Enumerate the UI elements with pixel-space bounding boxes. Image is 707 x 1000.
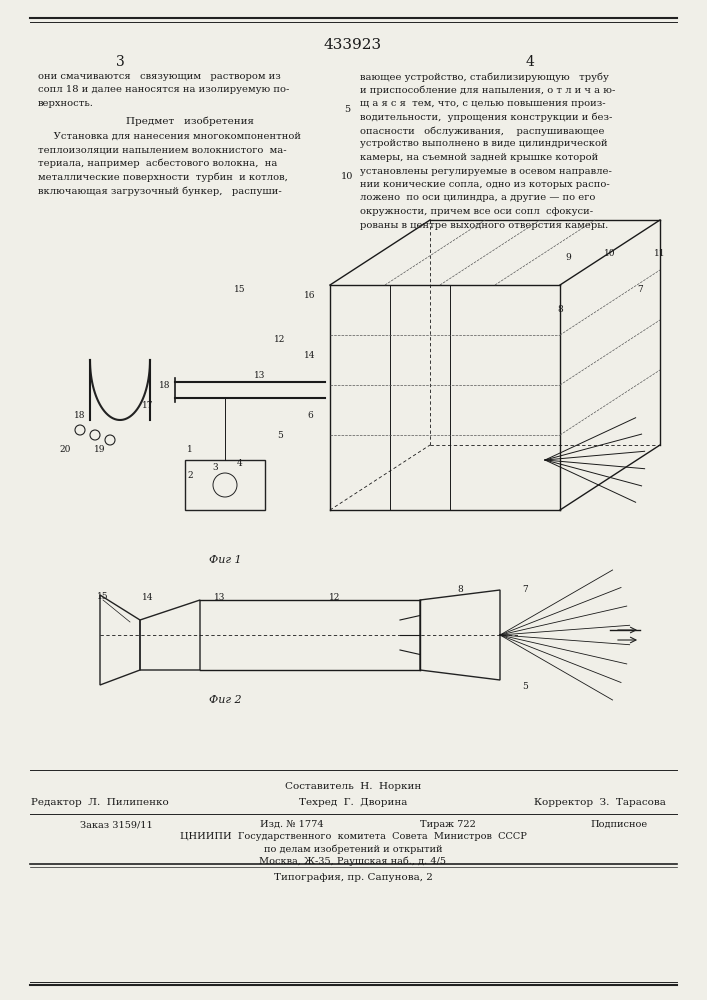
Text: Заказ 3159/11: Заказ 3159/11 xyxy=(80,820,153,829)
Text: 6: 6 xyxy=(307,410,313,420)
Text: Техред  Г.  Дворина: Техред Г. Дворина xyxy=(299,798,407,807)
Text: 15: 15 xyxy=(234,286,246,294)
Text: Тираж 722: Тираж 722 xyxy=(420,820,476,829)
Text: опасности   обслуживания,    распушивающее: опасности обслуживания, распушивающее xyxy=(360,126,604,135)
Text: рованы в центре выходного отверстия камеры.: рованы в центре выходного отверстия каме… xyxy=(360,221,608,230)
Text: Корректор  З.  Тарасова: Корректор З. Тарасова xyxy=(534,798,666,807)
Text: 16: 16 xyxy=(304,290,316,300)
Text: камеры, на съемной задней крышке которой: камеры, на съемной задней крышке которой xyxy=(360,153,598,162)
Text: включающая загрузочный бункер,   распуши-: включающая загрузочный бункер, распуши- xyxy=(38,186,282,196)
Text: 433923: 433923 xyxy=(324,38,382,52)
Text: 4: 4 xyxy=(237,458,243,468)
Bar xyxy=(185,460,265,510)
Text: 10: 10 xyxy=(341,172,354,181)
Text: 2: 2 xyxy=(187,471,193,480)
Text: 1: 1 xyxy=(187,446,193,454)
Text: 14: 14 xyxy=(304,351,316,360)
Text: 8: 8 xyxy=(457,585,463,594)
Text: 3: 3 xyxy=(116,55,124,69)
Text: окружности, причем все оси сопл  сфокуси-: окружности, причем все оси сопл сфокуси- xyxy=(360,207,593,216)
Text: 10: 10 xyxy=(604,248,616,257)
Text: металлические поверхности  турбин  и котлов,: металлические поверхности турбин и котло… xyxy=(38,172,288,182)
Text: 12: 12 xyxy=(274,336,286,344)
Text: Составитель  Н.  Норкин: Составитель Н. Норкин xyxy=(285,782,421,791)
Text: 13: 13 xyxy=(214,593,226,602)
Text: 5: 5 xyxy=(277,430,283,440)
Text: они смачиваются   связующим   раствором из: они смачиваются связующим раствором из xyxy=(38,72,281,81)
Text: териала, например  асбестового волокна,  на: териала, например асбестового волокна, н… xyxy=(38,159,277,168)
Text: 9: 9 xyxy=(565,253,571,262)
Text: 8: 8 xyxy=(557,306,563,314)
Text: Фиг 1: Фиг 1 xyxy=(209,555,241,565)
Text: 20: 20 xyxy=(59,446,71,454)
Text: 3: 3 xyxy=(212,464,218,473)
Text: 18: 18 xyxy=(159,380,171,389)
Text: Типография, пр. Сапунова, 2: Типография, пр. Сапунова, 2 xyxy=(274,873,433,882)
Text: Подписное: Подписное xyxy=(590,820,647,829)
Text: 17: 17 xyxy=(142,400,153,410)
Text: 4: 4 xyxy=(525,55,534,69)
Text: 19: 19 xyxy=(94,446,106,454)
Text: теплоизоляции напылением волокнистого  ма-: теплоизоляции напылением волокнистого ма… xyxy=(38,145,286,154)
Text: Редактор  Л.  Пилипенко: Редактор Л. Пилипенко xyxy=(31,798,169,807)
Text: 11: 11 xyxy=(654,248,666,257)
Text: щ а я с я  тем, что, с целью повышения произ-: щ а я с я тем, что, с целью повышения пр… xyxy=(360,99,606,108)
Text: Москва, Ж-35, Раушская наб., д. 4/5: Москва, Ж-35, Раушская наб., д. 4/5 xyxy=(259,856,447,865)
Text: 5: 5 xyxy=(344,105,350,114)
Text: водительности,  упрощения конструкции и без-: водительности, упрощения конструкции и б… xyxy=(360,112,612,122)
Text: 18: 18 xyxy=(74,410,86,420)
Text: Установка для нанесения многокомпонентной: Установка для нанесения многокомпонентно… xyxy=(38,132,301,141)
Text: верхность.: верхность. xyxy=(38,99,94,108)
Text: 12: 12 xyxy=(329,593,341,602)
Text: 7: 7 xyxy=(522,585,528,594)
Text: по делам изобретений и открытий: по делам изобретений и открытий xyxy=(264,844,443,854)
Text: установлены регулируемые в осевом направле-: установлены регулируемые в осевом направ… xyxy=(360,166,612,176)
Text: Изд. № 1774: Изд. № 1774 xyxy=(260,820,324,829)
Text: 15: 15 xyxy=(97,592,109,601)
Text: вающее устройство, стабилизирующую   трубу: вающее устройство, стабилизирующую трубу xyxy=(360,72,609,82)
Text: устройство выполнено в виде цилиндрической: устройство выполнено в виде цилиндрическ… xyxy=(360,139,607,148)
Text: 14: 14 xyxy=(142,593,153,602)
Text: 13: 13 xyxy=(255,370,266,379)
Text: сопл 18 и далее наносятся на изолируемую по-: сопл 18 и далее наносятся на изолируемую… xyxy=(38,86,289,95)
Text: Предмет   изобретения: Предмет изобретения xyxy=(126,116,254,126)
Text: 7: 7 xyxy=(637,286,643,294)
Text: 5: 5 xyxy=(522,682,528,691)
Text: ЦНИИПИ  Государственного  комитета  Совета  Министров  СССР: ЦНИИПИ Государственного комитета Совета … xyxy=(180,832,527,841)
Text: нии конические сопла, одно из которых распо-: нии конические сопла, одно из которых ра… xyxy=(360,180,609,189)
Text: Фиг 2: Фиг 2 xyxy=(209,695,241,705)
Text: и приспособление для напыления, о т л и ч а ю-: и приспособление для напыления, о т л и … xyxy=(360,86,615,95)
Text: ложено  по оси цилиндра, а другие — по его: ложено по оси цилиндра, а другие — по ег… xyxy=(360,194,595,202)
